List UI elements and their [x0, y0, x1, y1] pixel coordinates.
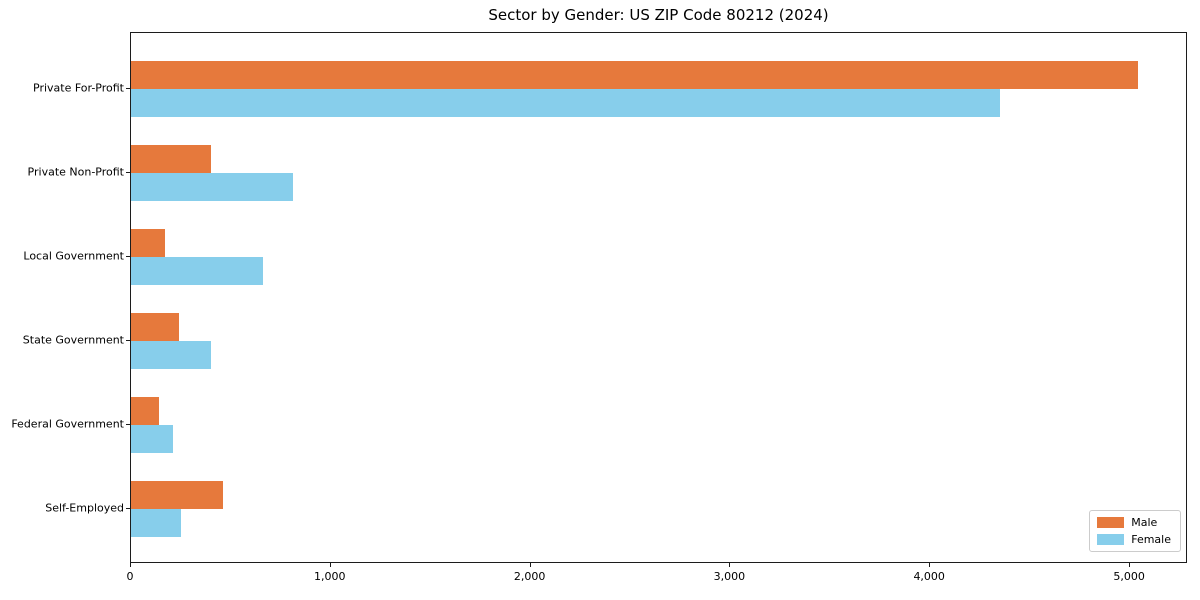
y-tick-mark: [126, 424, 130, 425]
x-tick-mark: [729, 563, 731, 567]
chart-title: Sector by Gender: US ZIP Code 80212 (202…: [488, 6, 829, 24]
y-tick-mark: [126, 508, 130, 509]
x-tick-label: 0: [126, 570, 134, 583]
legend-label: Female: [1131, 533, 1171, 546]
legend-swatch-male: [1097, 517, 1125, 528]
y-tick-mark: [126, 256, 130, 257]
legend-entry-male: Male: [1097, 516, 1171, 529]
bar-male-local-government: [131, 229, 165, 257]
bar-male-state-government: [131, 313, 179, 341]
bar-male-federal-government: [131, 397, 159, 425]
x-tick-label: 2,000: [513, 570, 546, 583]
y-tick-label: Federal Government: [11, 417, 124, 431]
bar-female-private-non-profit: [131, 173, 293, 201]
legend: Male Female: [1089, 510, 1181, 552]
x-tick-label: 1,000: [314, 570, 346, 583]
legend-entry-female: Female: [1097, 533, 1171, 546]
y-tick-mark: [126, 340, 130, 341]
y-tick-label: Private For-Profit: [33, 81, 124, 95]
x-tick-label: 5,000: [1113, 570, 1145, 583]
bar-male-self-employed: [131, 481, 223, 509]
legend-swatch-female: [1097, 534, 1125, 545]
x-tick-mark: [130, 563, 131, 567]
bar-female-state-government: [131, 341, 211, 369]
bar-female-local-government: [131, 257, 263, 285]
y-tick-mark: [126, 88, 130, 89]
y-tick-label: State Government: [22, 333, 124, 347]
x-tick-mark: [929, 563, 931, 567]
x-tick-mark: [329, 563, 331, 567]
bar-male-private-for-profit: [131, 61, 1138, 89]
y-tick-label: Self-Employed: [45, 501, 124, 515]
bar-male-private-non-profit: [131, 145, 211, 173]
legend-label: Male: [1131, 516, 1158, 529]
x-tick-label: 3,000: [713, 570, 746, 583]
x-tick-mark: [529, 563, 531, 567]
bar-female-private-for-profit: [131, 89, 1001, 117]
plot-area: Male Female: [130, 32, 1187, 563]
y-tick-label: Local Government: [23, 249, 124, 263]
bar-female-self-employed: [131, 509, 181, 537]
x-tick-label: 4,000: [913, 570, 945, 583]
x-tick-mark: [1129, 563, 1131, 567]
bar-female-federal-government: [131, 425, 173, 453]
y-tick-label: Private Non-Profit: [27, 165, 124, 179]
y-tick-mark: [126, 172, 130, 173]
